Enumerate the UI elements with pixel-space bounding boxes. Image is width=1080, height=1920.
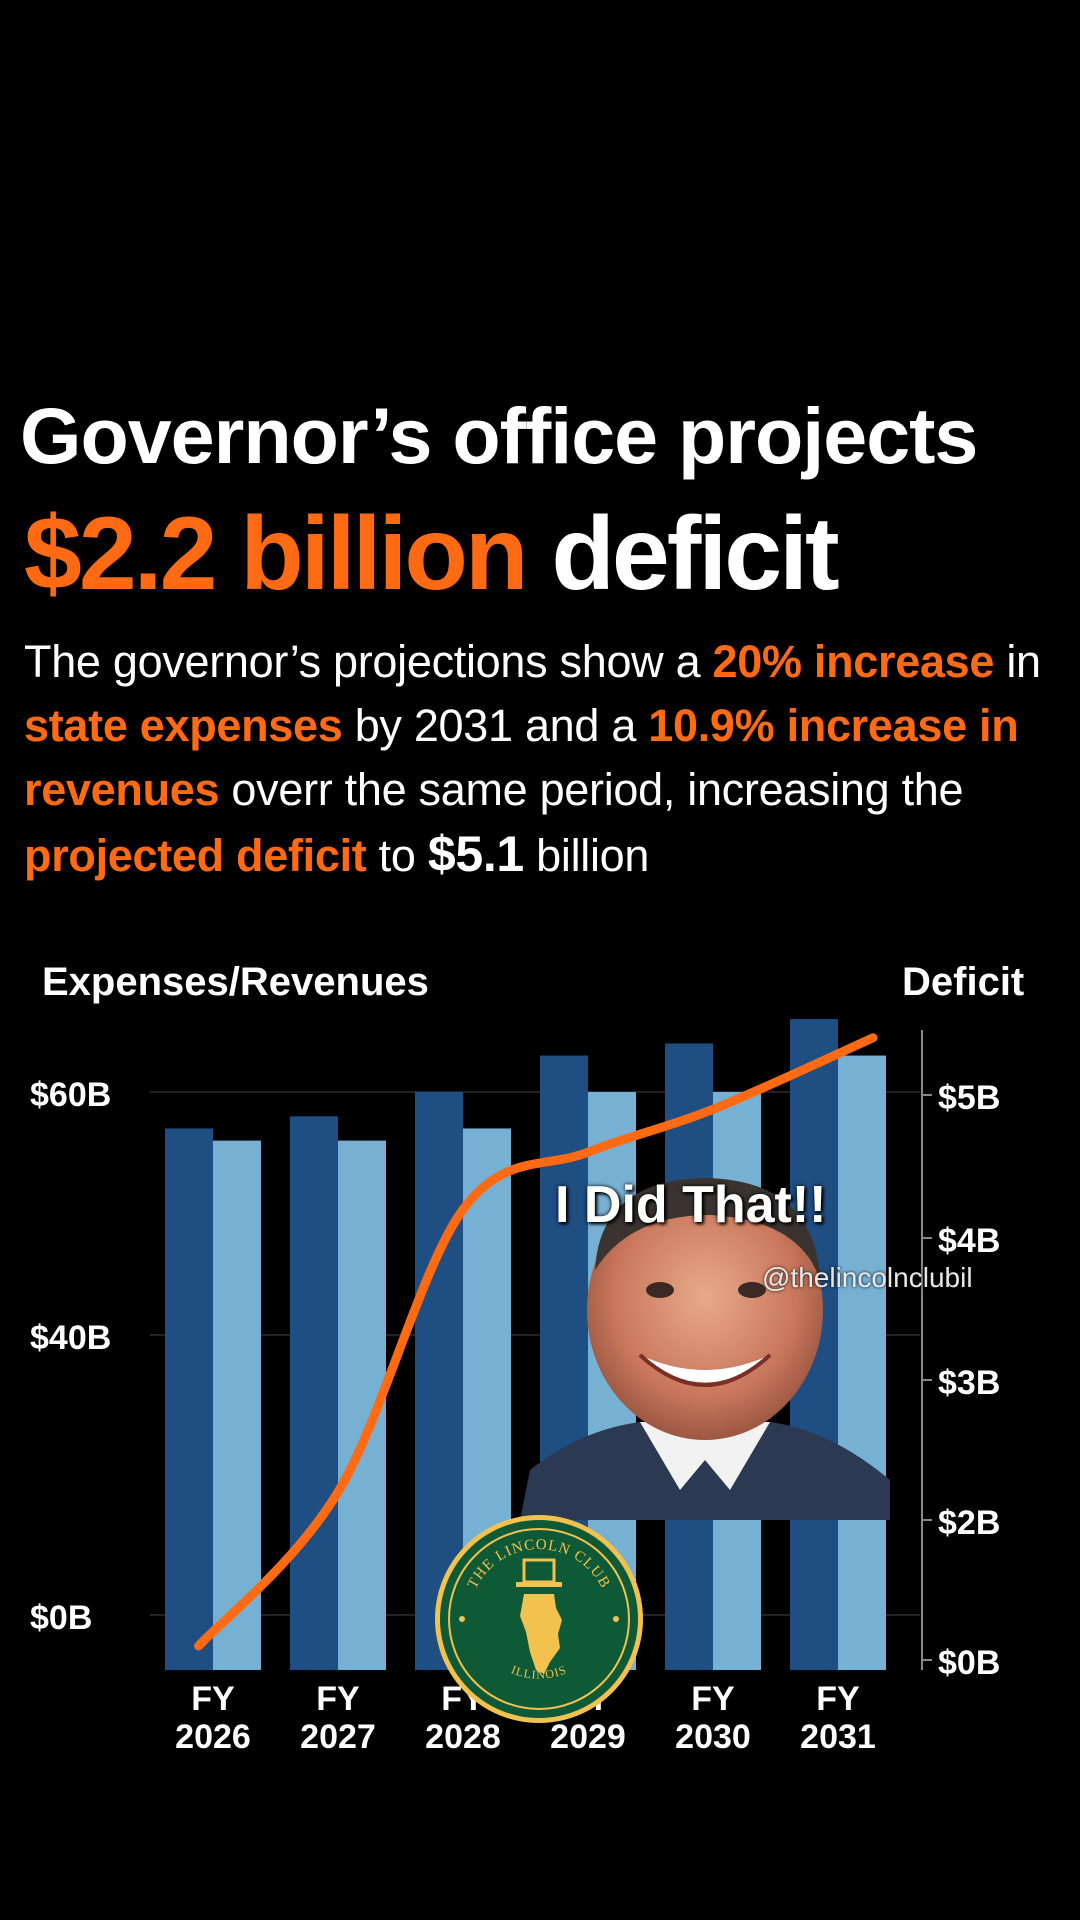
category-label: FY [191,1680,235,1718]
left-tick-label: $40B [30,1319,111,1357]
deficit-line [194,1033,878,1651]
right-tick-label: $2B [938,1504,1000,1542]
left-tick-label: $60B [30,1076,111,1114]
subtitle-highlight: projected deficit [24,830,367,881]
right-axis-title: Deficit [902,960,1025,1004]
category-label: FY [316,1680,360,1718]
subtitle-text: The governor’s projections show a [24,636,713,687]
subtitle-text: by 2031 and a [342,700,649,751]
headline-line2: $2.2 billion deficit [24,498,1074,610]
category-label: 2029 [550,1718,626,1756]
right-tick-label: $0B [938,1644,1000,1682]
headline-word: deficit [551,496,839,612]
right-tick-label: $5B [938,1079,1000,1117]
headline-line1: Governor’s office projects [20,391,978,480]
left-axis-title: Expenses/Revenues [42,960,429,1004]
subtitle-text: to [366,830,428,881]
person-photo [520,1178,890,1520]
category-label: 2031 [800,1718,876,1756]
expenses-bar [165,1128,213,1670]
lincoln-club-seal: THE LINCOLN CLUB ILLINOIS [435,1515,643,1723]
right-tick-label: $3B [938,1364,1000,1402]
right-tick-label: $4B [938,1222,1000,1260]
category-label: 2030 [675,1718,751,1756]
left-tick-label: $0B [30,1599,92,1637]
category-label: FY [816,1680,860,1718]
svg-text:ILLINOIS: ILLINOIS [509,1662,568,1681]
category-label: 2026 [175,1718,251,1756]
expenses-bar [290,1116,338,1670]
subtitle-highlight: 10.9% increase in revenues [24,700,1019,815]
revenues-bar [213,1140,261,1670]
category-label: 2027 [300,1718,376,1756]
subtitle: The governor’s projections show a 20% in… [24,630,1064,888]
subtitle-highlight: 20% increase [712,636,995,687]
category-label: FY [691,1680,735,1718]
subtitle-text: overr the same period, increasing the [219,764,964,815]
subtitle-text: in [994,636,1041,687]
subtitle-text: billion [523,830,650,881]
watermark-handle: @thelincolnclubil [762,1262,973,1293]
headline-amount: $2.2 billion [24,496,528,612]
category-label: 2028 [425,1718,501,1756]
overlay-caption: I Did That!! [555,1176,827,1234]
subtitle-big-number: $5.1 [427,826,524,882]
revenues-bar [838,1055,886,1670]
subtitle-highlight: state expenses [24,700,343,751]
